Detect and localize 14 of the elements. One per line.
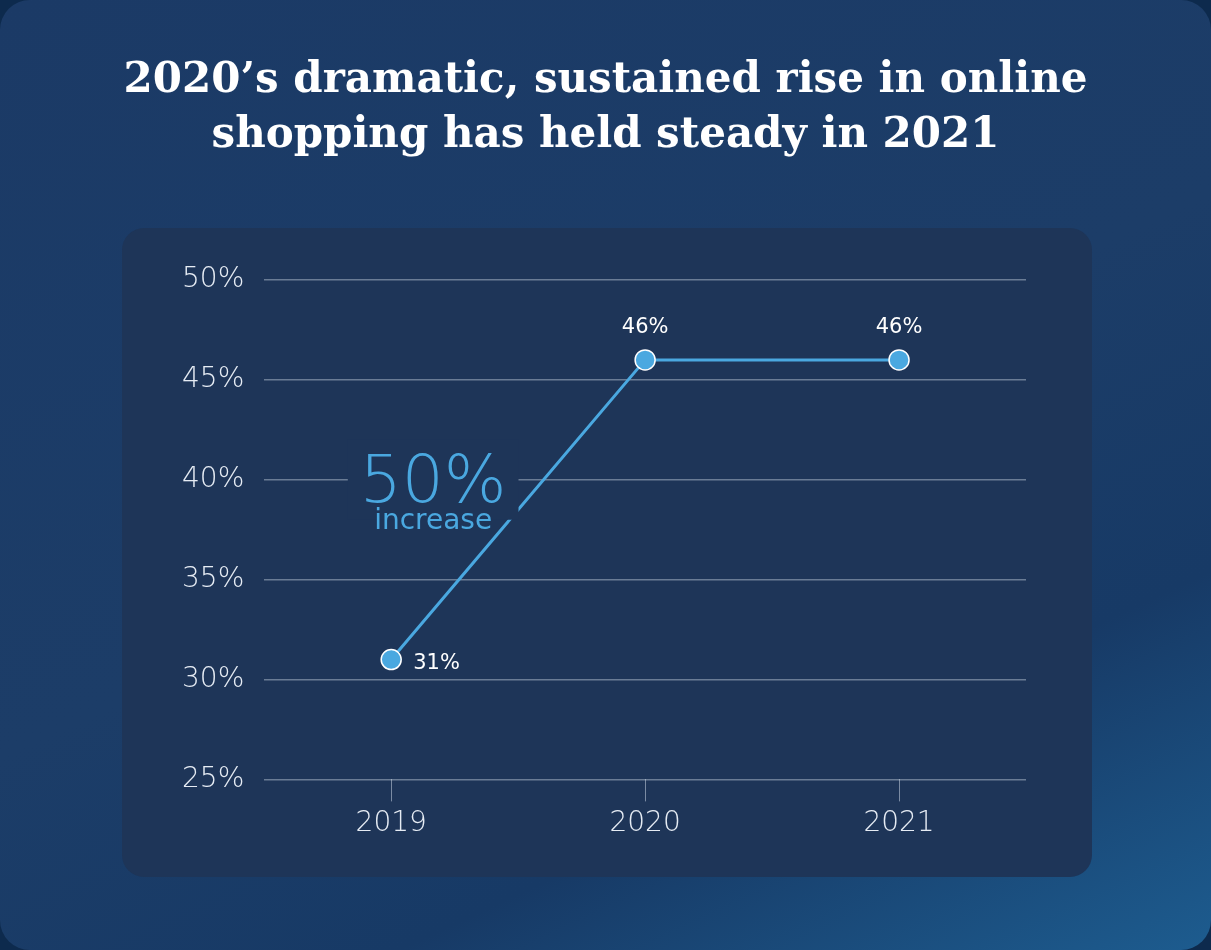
y-tick-label: 50% [182, 261, 245, 295]
data-label: 46% [621, 313, 669, 338]
annotation: increase [374, 503, 493, 537]
y-tick-label: 30% [182, 660, 245, 694]
x-tick-label: 2021 [863, 805, 935, 839]
y-tick-label: 25% [182, 760, 245, 794]
x-tick-label: 2019 [355, 805, 427, 839]
chart-title: 2020’s dramatic, sustained rise in online shopping has held steady in 2021 [122, 52, 1089, 159]
y-tick-label: 40% [182, 461, 245, 495]
y-tick-label: 45% [182, 361, 245, 395]
x-tick-label: 2020 [609, 805, 681, 839]
data-label: 31% [413, 650, 460, 674]
y-tick-label: 35% [182, 560, 245, 594]
data-label: 46% [875, 313, 923, 338]
